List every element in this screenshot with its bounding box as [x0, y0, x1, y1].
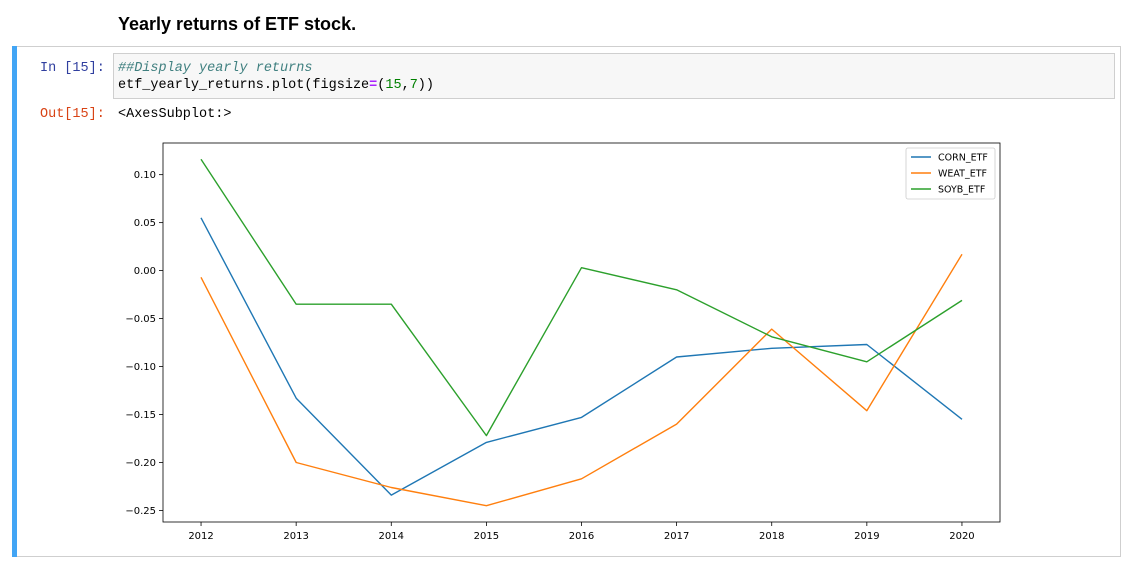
y-axis: 0.10 0.05 0.00 −0.05 −0.10 −0.15 −0.20 −0.25: [125, 170, 163, 517]
code-paren: (: [377, 78, 386, 93]
legend-label: SOYB_ETF: [938, 185, 985, 196]
series-line-soyb-etf: [200, 158, 963, 437]
output-repr: <AxesSubplot:>: [118, 107, 232, 122]
plot-area: [162, 142, 1001, 523]
code-comma: ,: [401, 78, 410, 93]
x-axis: 2012 2013 2014 2015 2016 2017 2018 2019 2020: [188, 522, 975, 542]
series-line-corn-etf: [200, 217, 963, 496]
code-statement: etf_yearly_returns.plot(figsize=(15,7)): [118, 78, 434, 93]
input-prompt: In [15]:: [40, 61, 105, 76]
x-tick-label: 2016: [569, 531, 594, 542]
x-tick-label: 2013: [283, 531, 308, 542]
x-tick-label: 2012: [188, 531, 213, 542]
legend-label: WEAT_ETF: [938, 169, 987, 180]
x-tick-label: 2017: [664, 531, 689, 542]
code-editor[interactable]: [113, 53, 1115, 99]
code-close: )): [417, 78, 434, 93]
code-comment: ##Display yearly returns: [118, 61, 313, 76]
y-tick-label: 0.10: [134, 170, 156, 181]
y-tick-label: −0.10: [125, 362, 156, 373]
y-tick-label: −0.05: [125, 314, 156, 325]
x-tick-label: 2020: [949, 531, 974, 542]
code-operator: =: [369, 78, 378, 93]
y-tick-label: 0.00: [134, 266, 156, 277]
code-number-height: 7: [409, 78, 418, 93]
legend-box: [905, 147, 996, 200]
x-tick-label: 2018: [759, 531, 784, 542]
section-heading: Yearly returns of ETF stock.: [118, 14, 357, 34]
legend: CORN_ETF WEAT_ETF SOYB_ETF: [905, 147, 996, 200]
x-tick-label: 2015: [474, 531, 499, 542]
output-prompt: Out[15]:: [40, 107, 105, 122]
y-tick-label: 0.05: [134, 218, 156, 229]
y-tick-label: −0.15: [125, 410, 156, 421]
y-tick-label: −0.20: [125, 458, 156, 469]
code-call: etf_yearly_returns.plot(figsize: [118, 78, 370, 93]
legend-label: CORN_ETF: [938, 153, 988, 164]
x-tick-label: 2014: [379, 531, 404, 542]
cell-selection-bar: [12, 46, 17, 557]
code-number-width: 15: [385, 78, 402, 93]
x-tick-label: 2019: [854, 531, 879, 542]
y-tick-label: −0.25: [125, 506, 156, 517]
series-lines: [200, 158, 963, 507]
series-line-weat-etf: [200, 253, 963, 507]
